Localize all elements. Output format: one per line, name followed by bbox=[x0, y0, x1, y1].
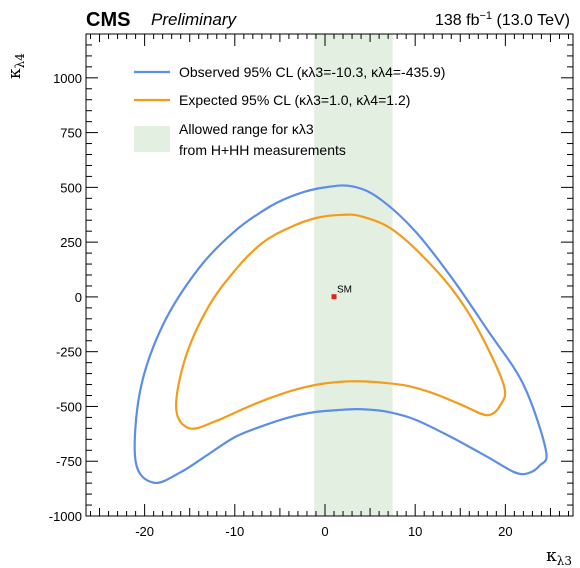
preliminary-label: Preliminary bbox=[151, 10, 238, 29]
sm-marker bbox=[331, 294, 337, 300]
luminosity-label: 138 fb−1 (13.0 TeV) bbox=[435, 10, 570, 29]
y-axis-title: κλ4 bbox=[5, 53, 27, 79]
y-tick-label: -750 bbox=[56, 454, 82, 469]
expected-contour bbox=[175, 213, 507, 430]
y-tick-label: -250 bbox=[56, 345, 82, 360]
y-tick-label: 1000 bbox=[53, 71, 82, 86]
x-tick-label: 20 bbox=[498, 524, 512, 539]
cms-label: CMS bbox=[86, 9, 130, 31]
legend-band-label-1: Allowed range for κλ3 bbox=[179, 121, 314, 137]
legend-label: Expected 95% CL (κλ3=1.0, κλ4=1.2) bbox=[179, 92, 410, 108]
y-tick-label: -500 bbox=[56, 399, 82, 414]
legend-label: Observed 95% CL (κλ3=-10.3, κλ4=-435.9) bbox=[179, 64, 445, 80]
plot-area: SM -20 -10 0 10 20 -1000 -750 -500 -250 0 250 500 750… bbox=[49, 33, 574, 539]
x-axis-title: κλ3 bbox=[546, 546, 572, 568]
y-tick-label: -1000 bbox=[49, 509, 82, 524]
legend-band-swatch bbox=[134, 126, 170, 152]
x-tick-label: 0 bbox=[321, 524, 328, 539]
sm-label: SM bbox=[337, 285, 352, 296]
y-tick-label: 250 bbox=[60, 235, 82, 250]
observed-contour bbox=[133, 184, 548, 485]
y-tick-label: 500 bbox=[60, 180, 82, 195]
lumi-exponent: −1 bbox=[479, 10, 492, 22]
x-tick-label: 10 bbox=[408, 524, 422, 539]
lumi-energy: (13.0 TeV) bbox=[492, 12, 570, 29]
x-tick-label: -10 bbox=[225, 524, 244, 539]
y-tick-label: 0 bbox=[75, 290, 82, 305]
allowed-range-band bbox=[314, 34, 393, 516]
x-tick-label: -20 bbox=[135, 524, 154, 539]
lumi-value: 138 fb bbox=[435, 12, 480, 29]
legend-band-label-2: from H+HH measurements bbox=[179, 142, 346, 158]
y-tick-label: 750 bbox=[60, 126, 82, 141]
